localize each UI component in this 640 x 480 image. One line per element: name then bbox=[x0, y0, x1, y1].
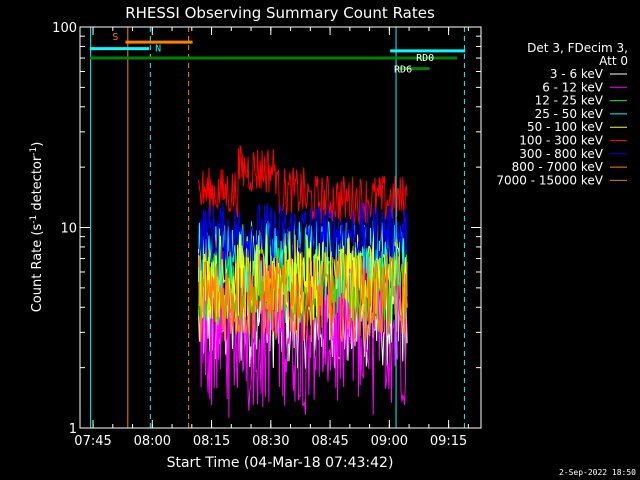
series-line-5 bbox=[198, 145, 408, 225]
annotation-layer: S N RD0 RD6 bbox=[89, 27, 466, 428]
series-line-4 bbox=[198, 229, 408, 321]
legend-label-1: 6 - 12 keV bbox=[542, 80, 604, 94]
x-tick-label: 08:00 bbox=[134, 434, 171, 449]
y-axis-label-main: Count Rate (s bbox=[30, 224, 45, 313]
footer-timestamp: 2-Sep-2022 18:50 bbox=[559, 468, 636, 477]
axis-layer: 07:45 08:00 08:15 08:30 08:45 09:00 09:15 1 10 10… bbox=[52, 21, 481, 449]
series-line-7 bbox=[198, 251, 408, 343]
y-axis-label-sup1: -1 bbox=[29, 215, 39, 224]
series-layer bbox=[198, 145, 408, 418]
x-tick-label: 08:15 bbox=[193, 434, 230, 449]
series-line-6 bbox=[198, 202, 408, 263]
y-tick-label: 1 bbox=[69, 422, 77, 437]
annotation-label-n: N bbox=[155, 44, 161, 55]
chart-title: RHESSI Observing Summary Count Rates bbox=[125, 4, 435, 22]
y-tick-label: 100 bbox=[52, 21, 77, 36]
y-axis-label: Count Rate (s-1 detector-1) bbox=[29, 142, 45, 313]
legend-header-line2: Att 0 bbox=[599, 54, 628, 68]
legend-label-4: 50 - 100 keV bbox=[527, 120, 604, 134]
x-tick-label: 08:30 bbox=[252, 434, 289, 449]
y-axis-label-mid: detector bbox=[30, 155, 45, 215]
legend-label-6: 300 - 800 keV bbox=[519, 147, 603, 161]
legend-label-0: 3 - 6 keV bbox=[550, 67, 604, 81]
legend-label-3: 25 - 50 keV bbox=[535, 107, 604, 121]
x-tick-label: 09:00 bbox=[371, 434, 408, 449]
legend-label-8: 7000 - 15000 keV bbox=[496, 173, 603, 187]
y-axis-label-sup2: -1 bbox=[29, 147, 39, 156]
legend-label-2: 12 - 25 keV bbox=[535, 94, 604, 108]
x-axis-label: Start Time (04-Mar-18 07:43:42) bbox=[167, 455, 394, 471]
x-tick-label: 08:45 bbox=[311, 434, 348, 449]
y-axis-label-end: ) bbox=[30, 142, 45, 147]
annotation-label-rd6: RD6 bbox=[394, 65, 412, 76]
annotation-label-s: S bbox=[112, 32, 118, 43]
legend-header-line1: Det 3, FDecim 3, bbox=[527, 41, 628, 55]
legend-label-7: 800 - 7000 keV bbox=[512, 160, 604, 174]
x-tick-label: 07:45 bbox=[74, 434, 111, 449]
x-tick-label: 09:15 bbox=[430, 434, 467, 449]
y-tick-label: 10 bbox=[60, 222, 77, 237]
annotation-label-rd0: RD0 bbox=[416, 53, 434, 64]
legend-label-5: 100 - 300 keV bbox=[519, 134, 603, 148]
